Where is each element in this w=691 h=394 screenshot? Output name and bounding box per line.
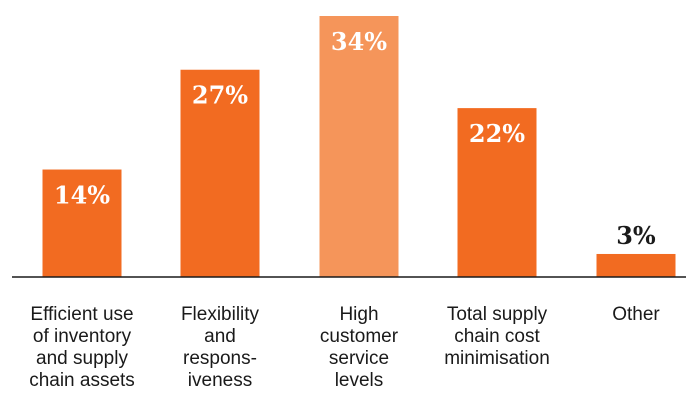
bar-high (319, 16, 399, 277)
bar-flexibility (180, 69, 260, 277)
category-label-line: Other (612, 304, 660, 325)
value-label-total-supply: 22% (469, 119, 525, 148)
category-label-line: customer (320, 326, 399, 347)
value-label-high: 34% (331, 27, 387, 56)
bar-efficient-use (42, 169, 122, 277)
category-label-line: chain assets (29, 370, 135, 391)
category-label-line: Flexibility (181, 304, 260, 325)
category-label-line: and supply (36, 348, 128, 369)
value-label-efficient-use: 14% (54, 181, 110, 210)
category-label-line: minimisation (444, 348, 550, 369)
category-label-line: service (329, 348, 389, 369)
value-label-other: 3% (616, 221, 656, 250)
category-label-line: respons- (183, 348, 257, 369)
category-label-line: Efficient use (30, 304, 133, 325)
category-label-line: High (339, 304, 378, 325)
category-label-line: and (204, 326, 236, 347)
category-label-line: chain cost (454, 326, 540, 347)
category-label-line: Total supply (447, 304, 548, 325)
category-label-other: Other (612, 304, 660, 325)
bar-other (596, 253, 676, 277)
value-labels-layer: 14% 27% 34% 22% 3% (54, 27, 656, 250)
bar-total-supply (457, 108, 537, 277)
category-label-line: of inventory (33, 326, 132, 347)
bars-layer (42, 16, 676, 277)
category-label-line: levels (335, 370, 384, 391)
category-label-line: iveness (188, 370, 252, 391)
value-label-flexibility: 27% (192, 81, 248, 110)
